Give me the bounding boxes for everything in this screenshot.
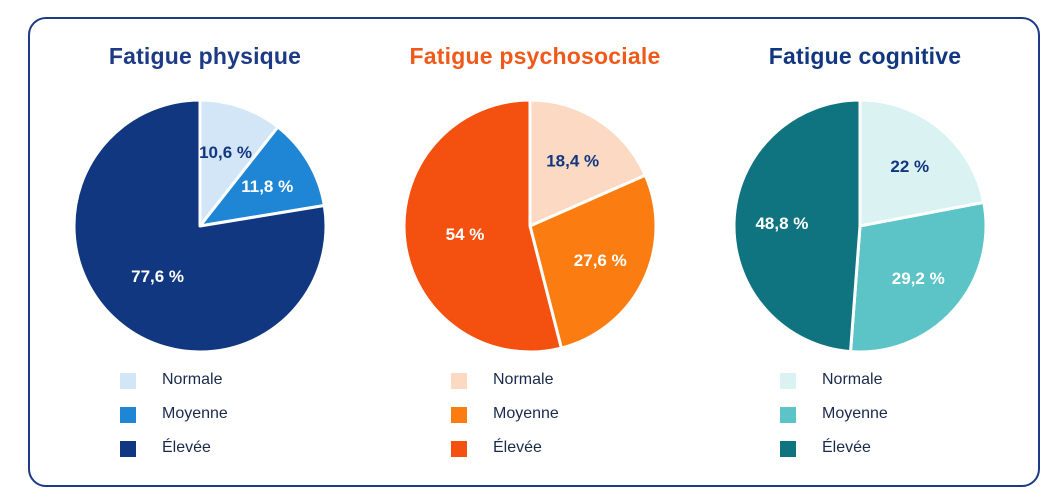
- pie-slice-elevee: [402, 98, 563, 354]
- legend-label-moyenne: Moyenne: [162, 405, 228, 422]
- pie-chart-cognitive: 22 % 29,2 % 48,8 %: [732, 98, 988, 354]
- data-label-normale: 22 %: [890, 157, 929, 176]
- pie-chart-psychosociale: 18,4 % 27,6 % 54 %: [402, 98, 658, 354]
- data-label-elevee: 48,8 %: [755, 214, 808, 233]
- legend-swatch-normale: [780, 373, 796, 389]
- pie-chart-physique: 10,6 % 11,8 % 77,6 %: [72, 98, 328, 354]
- pie-title-physique: Fatigue physique: [108, 43, 302, 69]
- legend-swatch-elevee: [451, 441, 467, 457]
- legend-swatch-moyenne: [120, 407, 136, 423]
- pie-panel-psychosociale: Fatigue psychosociale 18,4 % 27,6 % 54 % N…: [370, 19, 700, 489]
- data-label-normale: 10,6 %: [199, 143, 252, 162]
- data-label-moyenne: 29,2 %: [892, 269, 945, 288]
- chart-card: Fatigue physique 10,6 % 11,8 % 77,6 % Norm…: [28, 17, 1040, 487]
- legend-label-elevee: Élevée: [162, 439, 211, 456]
- data-label-moyenne: 11,8 %: [241, 177, 293, 196]
- legend-label-normale: Normale: [822, 371, 883, 388]
- legend-swatch-elevee: [780, 441, 796, 457]
- pie-slice-elevee: [732, 98, 862, 354]
- pie-slice-moyenne: [849, 200, 988, 354]
- legend-swatch-moyenne: [451, 407, 467, 423]
- pie-slice-moyenne: [528, 173, 658, 350]
- legend-swatch-elevee: [120, 441, 136, 457]
- legend-label-normale: Normale: [493, 371, 554, 388]
- pie-slice-normale: [858, 98, 986, 228]
- data-label-normale: 18,4 %: [546, 152, 599, 171]
- pie-panel-physique: Fatigue physique 10,6 % 11,8 % 77,6 % Norm…: [40, 19, 370, 489]
- pie-slice-normale: [528, 98, 647, 228]
- legend-label-normale: Normale: [162, 371, 223, 388]
- data-label-elevee: 77,6 %: [131, 267, 184, 286]
- legend-swatch-normale: [120, 373, 136, 389]
- legend-swatch-moyenne: [780, 407, 796, 423]
- pie-slice-normale: [198, 98, 280, 228]
- data-label-moyenne: 27,6 %: [574, 251, 627, 270]
- data-label-elevee: 54 %: [446, 225, 485, 244]
- pie-title-cognitive: Fatigue cognitive: [768, 43, 962, 69]
- legend-label-moyenne: Moyenne: [493, 405, 559, 422]
- legend-label-elevee: Élevée: [822, 439, 871, 456]
- legend-label-moyenne: Moyenne: [822, 405, 888, 422]
- pie-panel-cognitive: Fatigue cognitive 22 % 29,2 % 48,8 % Norma…: [700, 19, 1030, 489]
- pie-slice-elevee: [72, 98, 328, 354]
- pie-slice-moyenne: [198, 125, 326, 228]
- legend-label-elevee: Élevée: [493, 439, 542, 456]
- legend-swatch-normale: [451, 373, 467, 389]
- pie-title-psychosociale: Fatigue psychosociale: [409, 43, 661, 69]
